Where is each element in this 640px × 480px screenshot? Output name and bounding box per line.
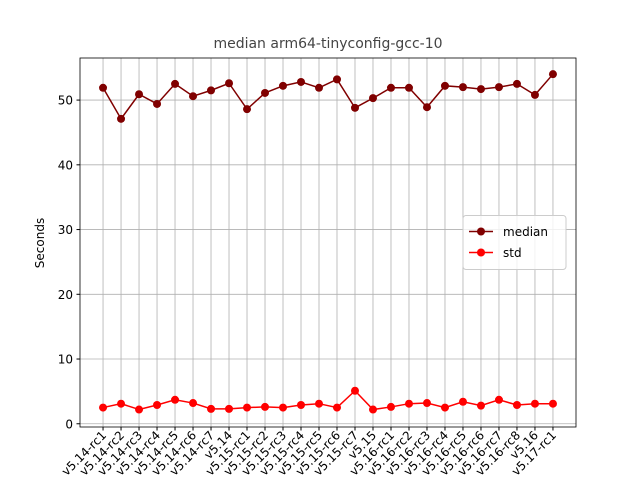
point (297, 400, 306, 409)
point (404, 83, 413, 92)
y-axis-label: Seconds (33, 218, 47, 268)
point (512, 400, 521, 409)
point (422, 399, 431, 408)
y-tick-label: 10 (58, 353, 73, 367)
point (225, 79, 234, 88)
point (315, 83, 324, 92)
point (261, 88, 270, 97)
point (261, 402, 270, 411)
point (332, 75, 341, 84)
y-tick-label: 20 (58, 288, 73, 302)
point (153, 400, 162, 409)
point (440, 403, 449, 412)
point (458, 83, 467, 92)
plot-frame (79, 57, 577, 428)
legend-marker (477, 248, 485, 257)
point (476, 401, 485, 410)
point (404, 399, 413, 408)
point (315, 399, 324, 408)
point (350, 103, 359, 112)
point (207, 86, 216, 95)
point (548, 399, 557, 408)
point (117, 114, 126, 123)
point (530, 90, 539, 99)
point (530, 399, 539, 408)
point (350, 386, 359, 395)
point (279, 81, 288, 90)
legend-marker (477, 227, 485, 236)
chart-title: median arm64-tinyconfig-gcc-10 (213, 36, 442, 52)
point (332, 403, 341, 412)
point (422, 103, 431, 112)
legend-label: std (503, 246, 522, 260)
point (189, 399, 198, 408)
point (512, 79, 521, 88)
legend-label: median (503, 225, 548, 239)
point (207, 404, 216, 413)
point (297, 77, 306, 86)
point (171, 79, 180, 88)
y-tick-label: 40 (58, 158, 73, 172)
point (440, 81, 449, 90)
point (171, 395, 180, 404)
point (153, 99, 162, 108)
y-tick-label: 50 (58, 94, 73, 108)
y-tick-label: 30 (58, 223, 73, 237)
point (135, 90, 144, 99)
point (243, 403, 252, 412)
point (279, 403, 288, 412)
point (548, 70, 557, 79)
point (99, 83, 108, 92)
point (99, 403, 108, 412)
series-line (102, 389, 553, 411)
legend-frame (462, 215, 567, 270)
point (386, 83, 395, 92)
point (368, 94, 377, 103)
point (494, 83, 503, 92)
point (135, 405, 144, 414)
point (368, 405, 377, 414)
point (243, 105, 252, 114)
point (189, 92, 198, 101)
point (494, 395, 503, 404)
series-line (102, 73, 554, 121)
point (386, 402, 395, 411)
point (117, 399, 126, 408)
legend: median std (462, 215, 567, 270)
point (458, 397, 467, 406)
y-tick-label: 0 (65, 417, 73, 431)
point (476, 85, 485, 94)
point (225, 404, 234, 413)
